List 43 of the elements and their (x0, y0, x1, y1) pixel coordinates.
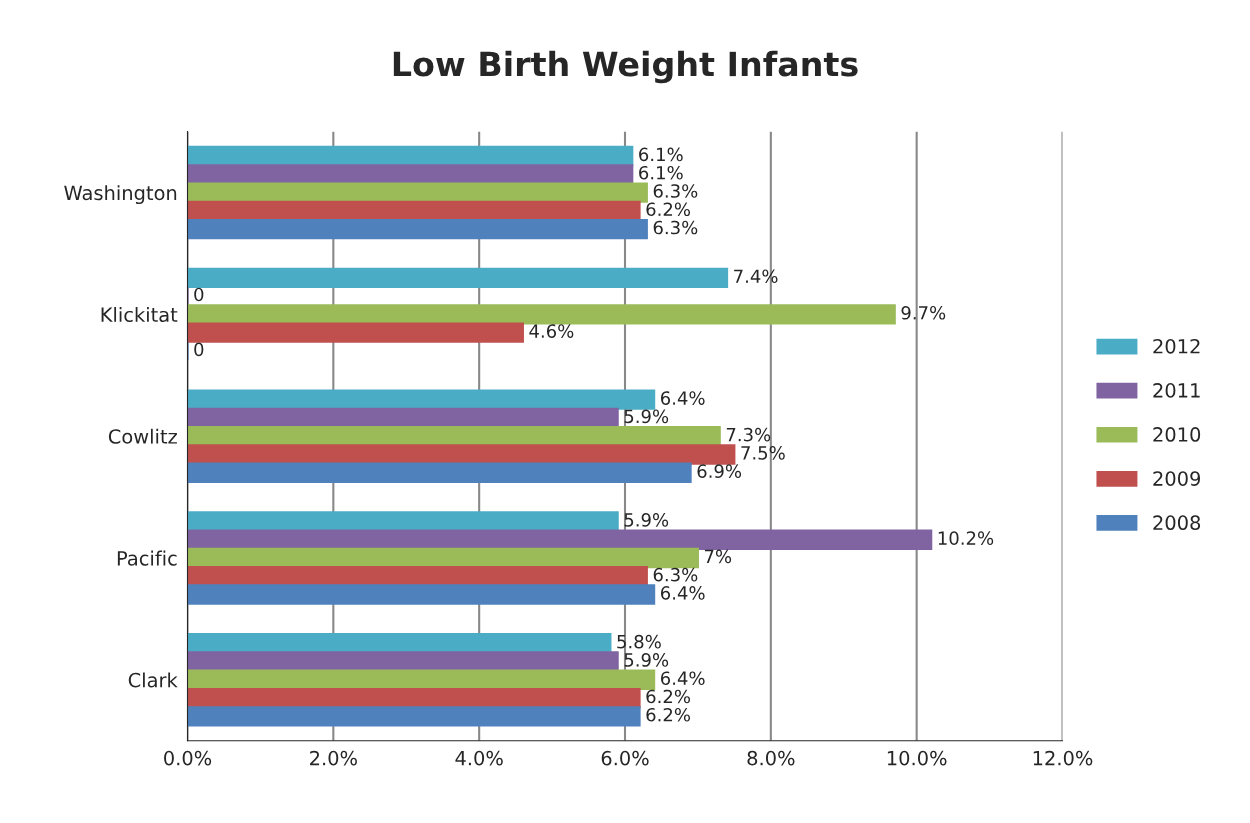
x-tick-label: 10.0% (887, 750, 947, 766)
data-label: 6.3% (653, 567, 698, 582)
legend-label: 2010 (1153, 427, 1201, 442)
x-tick-label: 6.0% (601, 750, 649, 766)
y-tick-label: Pacific (117, 550, 177, 566)
data-label: 0 (194, 287, 204, 302)
data-label: 6.2% (646, 707, 691, 722)
data-label: 6.9% (697, 464, 742, 478)
data-label: 0 (194, 342, 204, 357)
x-tick-label: 2.0% (310, 750, 357, 766)
chart-title: Low Birth Weight Infants (393, 50, 858, 84)
data-label: 5.9% (624, 653, 669, 667)
legend-label: 2012 (1153, 338, 1200, 354)
y-tick-label: Clark (128, 672, 178, 688)
x-tick-label: 0.0% (164, 750, 212, 766)
y-tick-label: Washington (64, 185, 177, 205)
data-label: 7.3% (726, 427, 771, 442)
legend-label: 2011 (1153, 383, 1200, 398)
data-label: 6.4% (660, 586, 705, 600)
data-label: 7% (704, 549, 732, 564)
data-label: 5.9% (624, 513, 669, 527)
data-label: 5.9% (624, 409, 669, 424)
legend-label: 2008 (1153, 515, 1201, 531)
x-tick-label: 4.0% (455, 750, 503, 766)
data-label: 6.1% (639, 165, 683, 180)
y-tick-label: Cowlitz (108, 428, 177, 444)
y-tick-label: Klickitat (101, 307, 178, 323)
data-label: 6.4% (660, 671, 705, 686)
data-label: 10.2% (938, 531, 994, 545)
data-label: 5.8% (617, 634, 661, 649)
data-label: 6.4% (660, 391, 705, 405)
x-tick-label: 8.0% (747, 750, 795, 766)
data-label: 9.7% (901, 305, 946, 320)
data-label: 6.2% (646, 202, 691, 217)
data-label: 6.1% (639, 147, 683, 162)
data-label: 4.6% (529, 324, 574, 338)
data-label: 6.3% (653, 220, 698, 235)
data-label: 7.5% (741, 446, 785, 460)
data-label: 6.3% (653, 184, 698, 198)
data-label: 6.2% (646, 689, 691, 704)
data-label: 7.4% (734, 269, 778, 284)
x-tick-label: 12.0% (1033, 750, 1093, 766)
legend-label: 2009 (1153, 471, 1201, 486)
